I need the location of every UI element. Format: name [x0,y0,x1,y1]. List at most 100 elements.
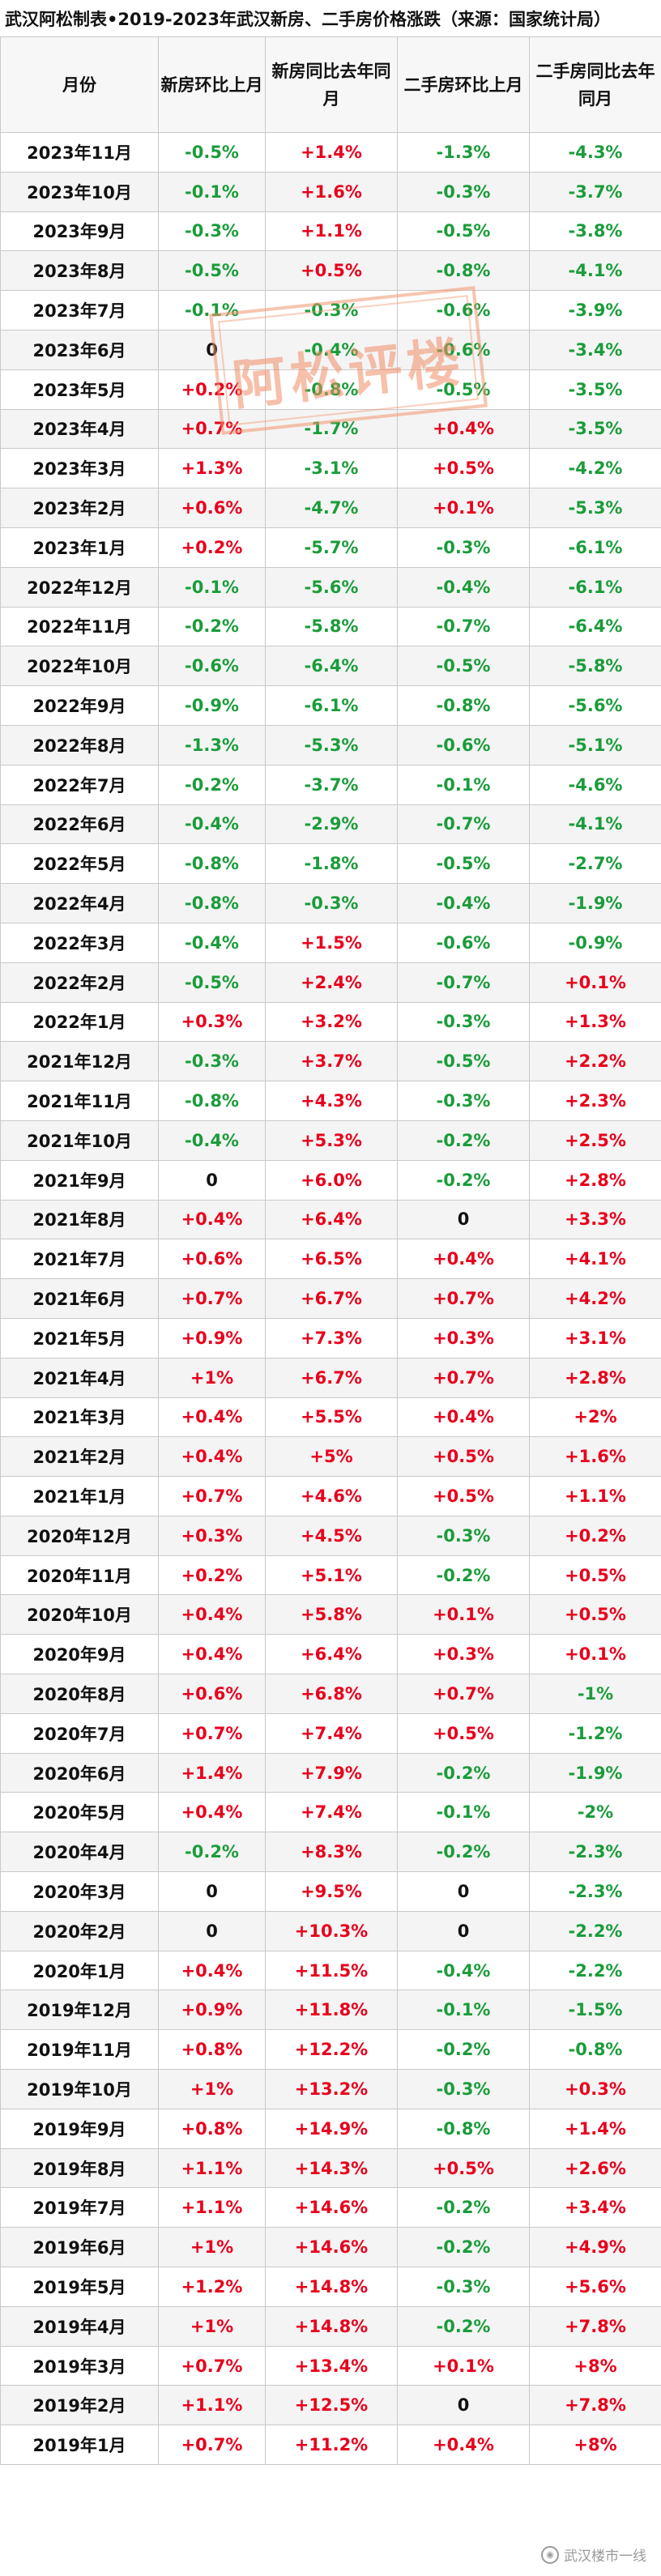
cell-used-mom: -0.8% [397,685,530,726]
cell-used-mom: +0.3% [397,1634,530,1675]
table-row: 2021年7月 +0.6% +6.5% +0.4% +4.1% [0,1239,661,1280]
cell-used-yoy: +1.3% [529,1001,661,1043]
cell-new-mom: 0 [158,329,266,370]
cell-month: 2023年2月 [0,488,159,528]
cell-used-mom: -1.3% [397,132,530,173]
cell-used-yoy: -1.9% [529,1752,661,1793]
cell-month: 2020年8月 [0,1674,159,1714]
cell-month: 2021年5月 [0,1317,159,1358]
cell-new-mom: +0.2% [158,1555,266,1596]
cell-used-mom: -0.2% [397,1159,530,1201]
page-title: 武汉阿松制表•2019-2023年武汉新房、二手房价格涨跌（来源：国家统计局） [0,0,661,36]
cell-used-mom: +0.5% [397,1712,530,1754]
cell-used-mom: -0.6% [397,290,530,331]
cell-new-mom: -0.8% [158,843,266,885]
cell-new-mom: -0.3% [158,1041,266,1082]
cell-month: 2022年11月 [0,606,159,647]
table-row: 2019年7月 +1.1% +14.6% -0.2% +3.4% [0,2187,661,2228]
cell-new-mom: +1% [158,2069,266,2109]
cell-new-yoy: +5.5% [265,1397,398,1438]
cell-new-yoy: +1.1% [265,211,398,252]
cell-used-mom: -0.2% [397,1555,530,1596]
cell-used-mom: -0.2% [397,2227,530,2268]
cell-new-yoy: -6.4% [265,646,398,687]
cell-used-yoy: +3.4% [529,2187,661,2228]
table-row: 2020年10月 +0.4% +5.8% +0.1% +0.5% [0,1594,661,1636]
cell-new-mom: -0.5% [158,962,266,1003]
cell-new-mom: -0.1% [158,290,266,331]
cell-new-mom: +1.1% [158,2385,266,2426]
table-body: 2023年11月 -0.5% +1.4% -1.3% -4.3% 2023年10月 -0.1… [0,132,661,2466]
cell-used-yoy: +5.6% [529,2267,661,2307]
cell-month: 2019年12月 [0,1990,159,2031]
cell-new-yoy: +1.6% [265,171,398,212]
cell-used-yoy: -4.3% [529,132,661,173]
table-row: 2019年10月 +1% +13.2% -0.3% +0.3% [0,2069,661,2109]
cell-month: 2020年3月 [0,1871,159,1912]
cell-new-yoy: +3.7% [265,1041,398,1082]
cell-new-yoy: +6.8% [265,1674,398,1714]
cell-used-yoy: +7.8% [529,2305,661,2347]
table-row: 2022年4月 -0.8% -0.3% -0.4% -1.9% [0,883,661,923]
cell-new-yoy: -3.7% [265,764,398,805]
cell-month: 2023年5月 [0,369,159,410]
cell-new-yoy: +14.9% [265,2108,398,2149]
cell-month: 2020年5月 [0,1792,159,1833]
cell-used-yoy: +2.6% [529,2147,661,2189]
table-row: 2023年1月 +0.2% -5.7% -0.3% -6.1% [0,527,661,568]
cell-month: 2021年8月 [0,1199,159,1240]
cell-month: 2020年9月 [0,1634,159,1675]
footer-logo: ◉ 武汉楼市一线 [541,2544,646,2565]
cell-used-yoy: -5.1% [529,724,661,766]
cell-new-mom: +0.7% [158,408,266,450]
cell-new-mom: 0 [158,1871,266,1912]
table-row: 2023年8月 -0.5% +0.5% -0.8% -4.1% [0,250,661,292]
cell-month: 2019年1月 [0,2425,159,2466]
cell-used-yoy: +0.2% [529,1515,661,1556]
cell-month: 2021年7月 [0,1239,159,1280]
cell-new-mom: +0.6% [158,488,266,528]
cell-new-yoy: +5.8% [265,1594,398,1636]
table-row: 2022年1月 +0.3% +3.2% -0.3% +1.3% [0,1001,661,1043]
cell-new-mom: +1.2% [158,2267,266,2307]
cell-new-mom: +0.7% [158,1278,266,1319]
cell-used-mom: -0.2% [397,1120,530,1161]
cell-new-mom: -0.4% [158,1120,266,1161]
cell-used-yoy: +0.3% [529,2069,661,2109]
cell-month: 2020年12月 [0,1515,159,1556]
cell-used-mom: -0.7% [397,804,530,845]
cell-used-yoy: -3.5% [529,408,661,450]
cell-new-mom: +0.8% [158,2029,266,2071]
cell-used-mom: -0.1% [397,1990,530,2031]
cell-new-yoy: -6.1% [265,685,398,726]
table-header: 月份 新房环比上月 新房同比去年同月 二手房环比上月 二手房同比去年同月 [0,36,661,133]
cell-new-yoy: +14.3% [265,2147,398,2189]
table-row: 2022年5月 -0.8% -1.8% -0.5% -2.7% [0,843,661,885]
cell-new-yoy: +3.2% [265,1001,398,1043]
cell-used-mom: -0.6% [397,329,530,370]
table-row: 2020年11月 +0.2% +5.1% -0.2% +0.5% [0,1555,661,1596]
cell-new-yoy: -0.4% [265,329,398,370]
cell-new-yoy: +6.4% [265,1634,398,1675]
cell-new-yoy: -0.3% [265,883,398,923]
cell-used-mom: +0.1% [397,1594,530,1636]
cell-new-yoy: +6.5% [265,1239,398,1280]
cell-used-yoy: +1.1% [529,1476,661,1516]
cell-month: 2021年12月 [0,1041,159,1082]
cell-used-mom: -0.2% [397,2187,530,2228]
cell-month: 2019年9月 [0,2108,159,2149]
cell-new-mom: +0.6% [158,1674,266,1714]
cell-new-mom: +0.4% [158,1594,266,1636]
cell-month: 2021年6月 [0,1278,159,1319]
cell-month: 2019年10月 [0,2069,159,2109]
cell-new-mom: +0.3% [158,1515,266,1556]
cell-used-mom: -0.2% [397,2029,530,2071]
cell-new-yoy: +13.2% [265,2069,398,2109]
table-row: 2019年2月 +1.1% +12.5% 0 +7.8% [0,2385,661,2426]
table-row: 2021年12月 -0.3% +3.7% -0.5% +2.2% [0,1041,661,1082]
cell-month: 2023年7月 [0,290,159,331]
table-row: 2020年7月 +0.7% +7.4% +0.5% -1.2% [0,1712,661,1754]
cell-new-mom: -0.2% [158,1832,266,1873]
cell-month: 2023年8月 [0,250,159,292]
table-row: 2020年1月 +0.4% +11.5% -0.4% -2.2% [0,1950,661,1991]
